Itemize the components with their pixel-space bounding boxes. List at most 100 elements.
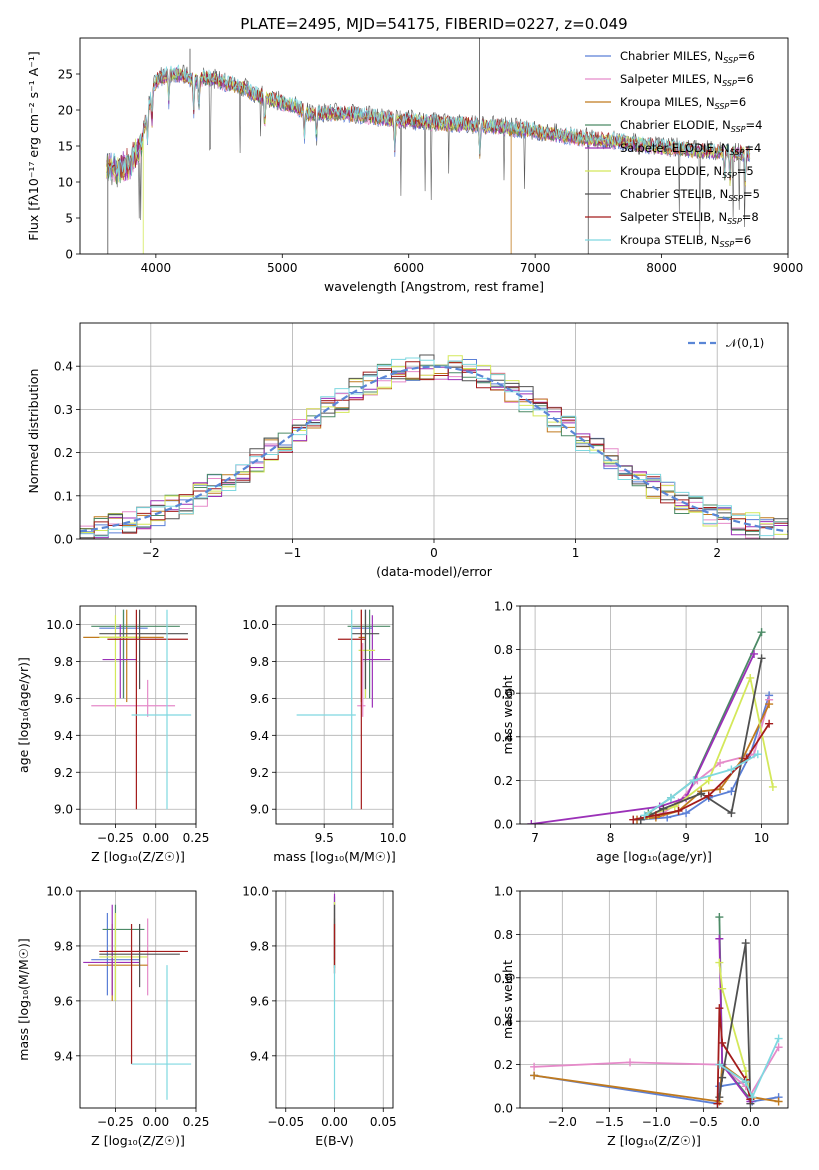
legend-label: Salpeter ELODIE, NSSP=4	[620, 141, 761, 157]
axes-frame	[519, 605, 789, 825]
age-vs-mass-panel: 9.5 10.0 9.0 9.2 9.4 9.6 9.8 10.0 mass [log₁₀(M/…	[242, 605, 407, 864]
legend-label: Kroupa STELIB, NSSP=6	[620, 233, 751, 249]
mass-weight-marker	[704, 776, 713, 785]
spectrum-panel: 4000 5000 6000 7000 8000 9000 0 5 10 15 20 25 wavele…	[26, 37, 804, 294]
y-tick-label: 9.2	[250, 766, 269, 780]
y-tick-label: 0.2	[494, 1058, 513, 1072]
legend-series-name: Salpeter STELIB, N	[620, 210, 727, 224]
histogram-steps	[80, 361, 788, 539]
y-tick-label: 0.2	[494, 774, 513, 788]
x-tick-label: 1	[572, 546, 580, 560]
gridlines	[80, 890, 197, 1108]
y-tick-label: 10	[58, 176, 73, 190]
mass-weight-marker	[715, 1004, 724, 1013]
y-tick-label: 0.1	[54, 489, 73, 503]
y-tick-label: 9.6	[250, 692, 269, 706]
mass-weight-marker	[530, 1062, 539, 1071]
y-tick-label: 9.4	[250, 729, 269, 743]
x-tick-label: 6000	[393, 261, 424, 275]
axes-frame	[79, 322, 789, 540]
mass-weight-marker	[674, 806, 683, 815]
x-tick-label: 4000	[141, 261, 172, 275]
mass-weight-vs-age-panel: 7 8 9 10 0.0 0.2 0.4 0.6 0.8 1.0 age [log₁₀(age/yr…	[494, 600, 789, 864]
mass-weight-marker	[748, 1093, 757, 1102]
x-tick-label: −0.25	[97, 1115, 134, 1129]
residual-histogram-panel: −2 −1 0 1 2 0.0 0.1 0.2 0.3 0.4 (data-model)/error…	[26, 322, 789, 579]
y-tick-label: 9.8	[250, 655, 269, 669]
legend-label: 𝒩(0,1)	[726, 336, 764, 350]
x-tick-label: 0.05	[370, 1115, 397, 1129]
legend-nssp-value: =5	[743, 187, 760, 201]
x-tick-label: 8000	[646, 261, 677, 275]
x-tick-label: 9.5	[315, 831, 334, 845]
y-tick-label: 0	[65, 248, 73, 262]
x-tick-label: 10	[754, 831, 769, 845]
x-tick-label: −0.25	[97, 831, 134, 845]
x-tick-label: −1	[284, 546, 302, 560]
mass-weight-marker	[640, 811, 649, 820]
x-tick-label: 0.25	[183, 1115, 210, 1129]
plot-area	[80, 354, 788, 539]
plot-area	[527, 628, 777, 824]
mass-weight-marker	[718, 1073, 727, 1082]
legend-label: Salpeter STELIB, NSSP=8	[620, 210, 759, 226]
legend-subscript: SSP	[715, 102, 730, 111]
mass-weight-marker	[774, 1034, 783, 1043]
y-tick-label: 1.0	[494, 600, 513, 614]
y-tick-label: 15	[58, 140, 73, 154]
mass-weight-marker	[704, 791, 713, 800]
mass-weight-marker	[757, 628, 766, 637]
mass-weight-marker	[651, 811, 660, 820]
mass-weight-marker	[629, 815, 638, 824]
legend-series-name: Kroupa MILES, N	[620, 95, 715, 109]
y-axis-label: Normed distribution	[26, 369, 41, 494]
mass-weight-marker	[697, 789, 706, 798]
x-tick-label: 10.0	[380, 831, 407, 845]
mass-weight-marker	[718, 1038, 727, 1047]
legend-series-name: Chabrier ELODIE, N	[620, 118, 731, 132]
mass-weight-marker	[727, 787, 736, 796]
x-tick-label: 0.0	[741, 1115, 760, 1129]
legend-label: Kroupa ELODIE, NSSP=5	[620, 164, 754, 180]
mass-weight-marker	[746, 673, 755, 682]
legend-subscript: SSP	[731, 125, 746, 134]
legend-subscript: SSP	[730, 148, 745, 157]
mass-weight-marker	[741, 1077, 750, 1086]
mass-weight-line	[633, 723, 770, 821]
mass-weight-marker	[715, 1093, 724, 1102]
x-axis-label: Z [log₁₀(Z/Z☉)]	[91, 1133, 185, 1148]
x-tick-label: 7000	[520, 261, 551, 275]
x-tick-label: 0.25	[183, 831, 210, 845]
gaussian-curve	[80, 365, 788, 533]
axes-frame	[519, 890, 789, 1109]
spectrum-line	[106, 64, 751, 182]
x-tick-label: 7	[531, 831, 539, 845]
legend-nssp-value: =4	[746, 118, 763, 132]
y-axis-label: Flux [fλ10⁻¹⁷ erg cm⁻² s⁻¹ A⁻¹]	[26, 51, 41, 240]
x-tick-label: 0.00	[142, 831, 169, 845]
plot-area	[530, 913, 783, 1108]
y-tick-label: 0.0	[494, 818, 513, 832]
axes-frame	[79, 37, 789, 255]
x-axis-label: age [log₁₀(age/yr)]	[596, 849, 712, 864]
y-tick-label: 0.8	[494, 643, 513, 657]
mass-weight-line	[647, 631, 763, 814]
x-tick-label: −1.5	[595, 1115, 624, 1129]
legend-nssp-value: =8	[742, 210, 759, 224]
axes-frame	[79, 605, 197, 825]
mass-weight-line	[534, 1046, 780, 1097]
x-axis-label: wavelength [Angstrom, rest frame]	[324, 279, 544, 294]
mass-weight-marker	[716, 758, 725, 767]
histogram-steps	[80, 357, 788, 537]
x-tick-label: −0.5	[689, 1115, 718, 1129]
mass-weight-marker	[715, 913, 724, 922]
x-tick-label: 9000	[773, 261, 804, 275]
mass-weight-marker	[727, 765, 736, 774]
legend-label: Chabrier MILES, NSSP=6	[620, 49, 755, 65]
x-tick-label: 0.00	[142, 1115, 169, 1129]
mass-weight-marker	[768, 782, 777, 791]
x-tick-label: 2	[713, 546, 721, 560]
legend-label: Salpeter MILES, NSSP=6	[620, 72, 754, 88]
mass-weight-vs-metallicity-panel: −2.0 −1.5 −1.0 −0.5 0.0 0.0 0.2 0.4 0.6 0.8 1.0 Z […	[494, 885, 789, 1148]
